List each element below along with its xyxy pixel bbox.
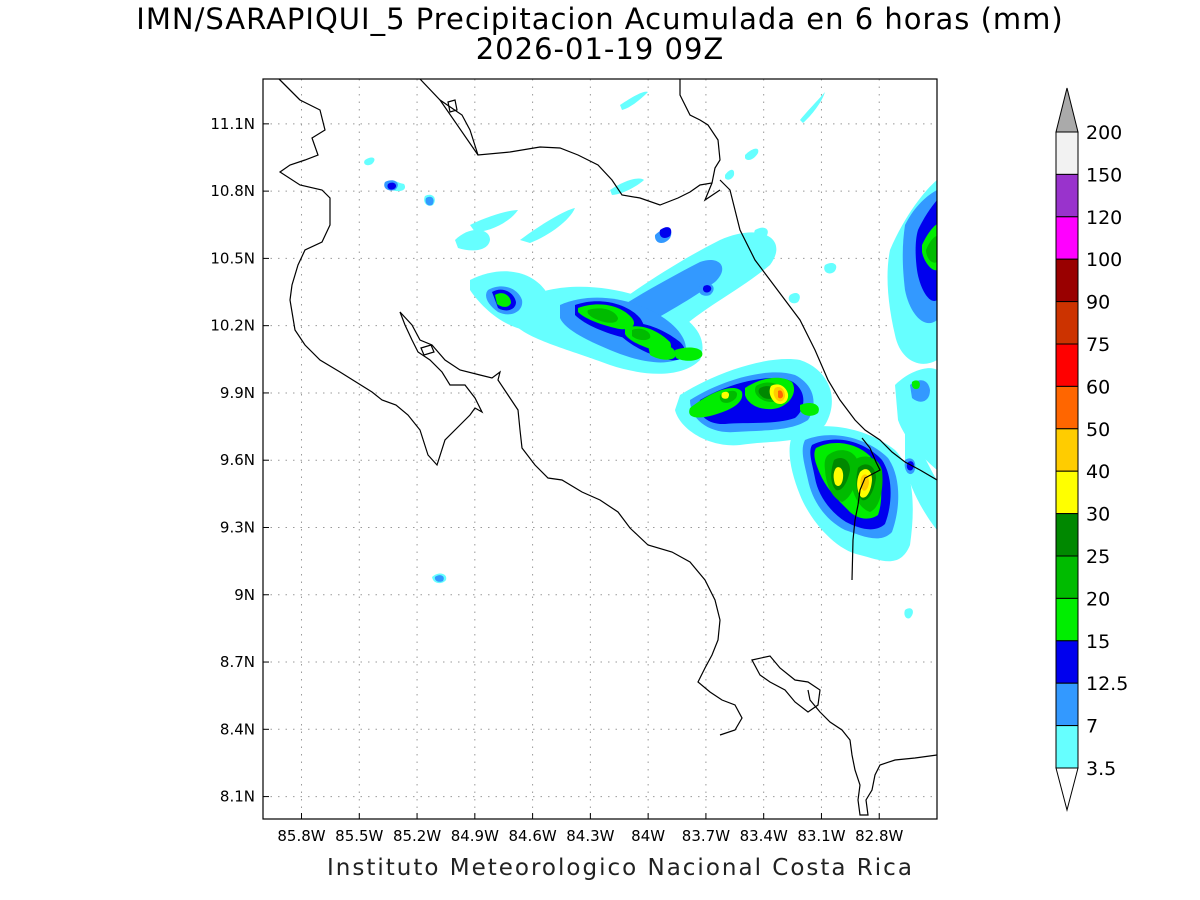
island-chira <box>420 344 435 356</box>
lat-tick-label: 10.8N <box>210 182 255 200</box>
colorbar-level-label: 75 <box>1086 334 1110 356</box>
colorbar-swatch <box>1055 725 1079 769</box>
lat-tick-label: 9.9N <box>220 384 255 402</box>
colorbar: 200 150 120 100 90 75 60 50 40 30 25 20 15 12.5 7 3.5 <box>1055 87 1128 812</box>
colorbar-swatch <box>1055 513 1079 557</box>
colorbar-level-label: 30 <box>1086 504 1110 526</box>
colorbar-level-label: 120 <box>1086 207 1122 229</box>
colorbar-swatch <box>1055 470 1079 515</box>
colorbar-over-triangle <box>1055 87 1079 133</box>
lon-tick-label: 85.2W <box>393 827 441 845</box>
colorbar-swatch <box>1055 301 1079 345</box>
precip-level-50 <box>778 390 783 399</box>
lat-tick-label: 8.7N <box>220 653 255 671</box>
colorbar-level-label: 40 <box>1086 461 1110 483</box>
lon-tick-label: 83.7W <box>682 827 730 845</box>
lon-tick-label: 85.5W <box>335 827 383 845</box>
lat-tick-label: 8.1N <box>220 788 255 806</box>
colorbar-swatch <box>1055 597 1079 642</box>
lat-tick-label: 9N <box>234 586 255 604</box>
lat-tick-label: 10.5N <box>210 249 255 267</box>
colorbar-swatch <box>1055 682 1079 727</box>
precipitation-field <box>364 91 937 619</box>
colorbar-level-label: 15 <box>1086 631 1110 653</box>
colorbar-level-label: 90 <box>1086 292 1110 314</box>
colorbar-level-label: 60 <box>1086 376 1110 398</box>
colorbar-swatch <box>1055 173 1079 218</box>
colorbar-level-label: 150 <box>1086 164 1122 186</box>
map-credit: Instituto Meteorologico Nacional Costa R… <box>327 855 914 881</box>
colorbar-level-label: 100 <box>1086 249 1122 271</box>
coastline-osa <box>751 655 821 713</box>
border-costa-rica-north <box>703 182 721 202</box>
map-frame <box>262 78 938 820</box>
lat-tick-label: 8.4N <box>220 720 255 738</box>
colorbar-swatch <box>1055 385 1079 430</box>
colorbar-swatch <box>1055 640 1079 684</box>
coastline-nicoya-gulf <box>399 311 743 736</box>
lat-tick-label: 9.3N <box>220 518 255 536</box>
lon-tick-label: 82.8W <box>855 827 903 845</box>
colorbar-swatch <box>1055 343 1079 387</box>
colorbar-swatch <box>1055 555 1079 599</box>
lon-tick-label: 85.8W <box>277 827 325 845</box>
colorbar-swatch <box>1055 258 1079 303</box>
coastline-caribbean <box>419 79 721 206</box>
border-nicaragua <box>278 79 479 156</box>
colorbar-level-label: 7 <box>1086 716 1098 738</box>
colorbar-level-label: 200 <box>1086 122 1122 144</box>
colorbar-level-label: 25 <box>1086 546 1110 568</box>
lon-tick-label: 84W <box>631 827 665 845</box>
lon-tick-label: 83.4W <box>740 827 788 845</box>
lon-tick-label: 83.1W <box>797 827 845 845</box>
coastline-limon <box>719 179 937 481</box>
colorbar-level-label: 12.5 <box>1086 673 1128 695</box>
lat-tick-label: 10.2N <box>210 317 255 335</box>
colorbar-swatch <box>1055 131 1079 175</box>
map-valid-time: 2026-01-19 09Z <box>475 32 725 66</box>
lon-tick-label: 84.3W <box>566 827 614 845</box>
map-grid: 85.8W 85.5W 85.2W 84.9W 84.6W 84.3W 84W 83.7W 83… <box>210 79 937 845</box>
lat-tick-label: 9.6N <box>220 451 255 469</box>
coastline-south-pacific <box>807 689 937 816</box>
colorbar-level-label: 50 <box>1086 419 1110 441</box>
coastlines <box>278 79 937 816</box>
lat-tick-label: 11.1N <box>210 115 255 133</box>
map-title: IMN/SARAPIQUI_5 Precipitacion Acumulada … <box>136 2 1064 36</box>
island-lake <box>447 99 458 113</box>
lon-tick-label: 84.9W <box>451 827 499 845</box>
colorbar-level-label: 3.5 <box>1086 758 1116 780</box>
border-panama <box>851 437 881 581</box>
colorbar-level-label: 20 <box>1086 588 1110 610</box>
colorbar-swatch <box>1055 216 1079 260</box>
lon-tick-label: 84.6W <box>508 827 556 845</box>
colorbar-under-triangle <box>1055 767 1079 812</box>
coastline-nicaragua-north <box>278 79 484 467</box>
colorbar-swatch <box>1055 428 1079 472</box>
